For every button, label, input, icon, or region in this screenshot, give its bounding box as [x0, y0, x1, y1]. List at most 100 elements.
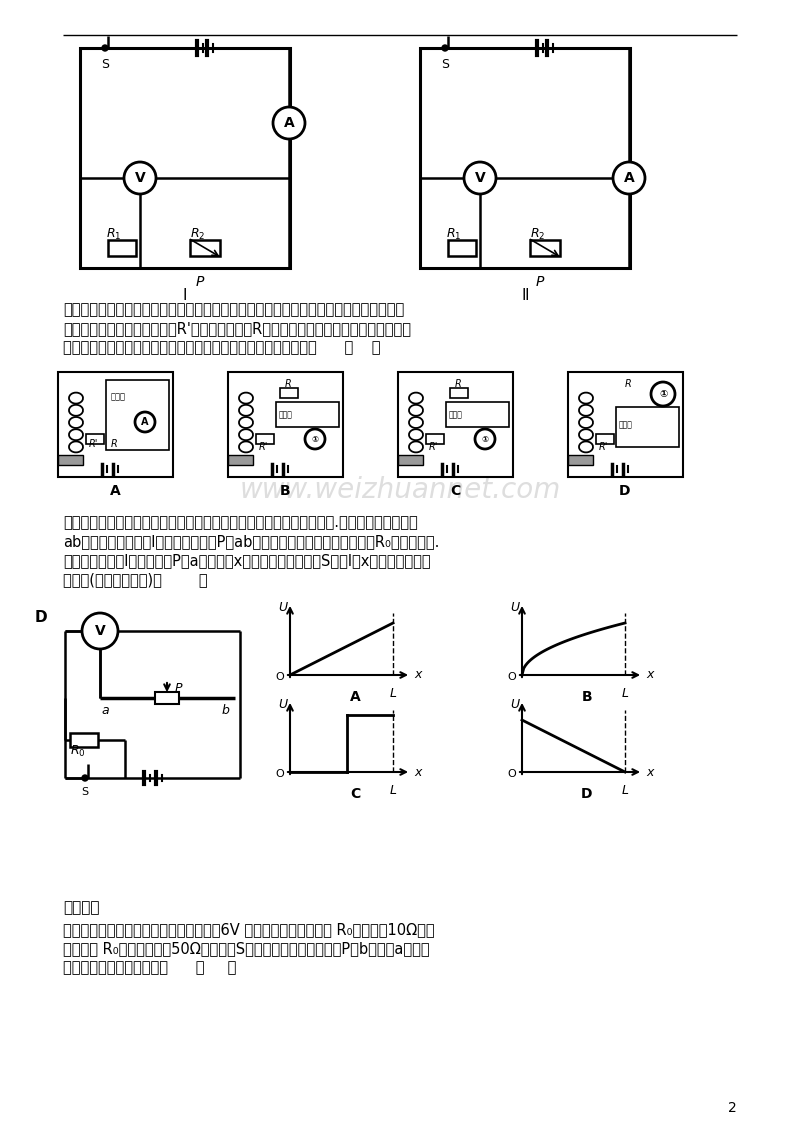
Text: $R_1$: $R_1$	[106, 226, 122, 241]
Text: Ⅰ: Ⅰ	[182, 289, 187, 303]
Text: 电压表: 电压表	[449, 410, 463, 419]
Text: U: U	[278, 698, 287, 711]
Text: R: R	[110, 439, 118, 449]
Bar	[228, 455, 253, 465]
Bar	[448, 240, 476, 256]
Bar	[276, 402, 339, 427]
Bar	[108, 240, 136, 256]
Text: 2: 2	[728, 1101, 737, 1115]
Bar	[568, 372, 683, 477]
Text: D: D	[582, 787, 593, 801]
Text: $R_2$: $R_2$	[190, 226, 206, 241]
Bar	[228, 372, 343, 477]
Text: 电压表: 电压表	[619, 420, 633, 429]
Bar	[280, 388, 298, 398]
Text: x: x	[646, 669, 654, 681]
Text: R': R'	[258, 441, 268, 452]
Text: L: L	[622, 784, 629, 797]
Text: $R_1$: $R_1$	[446, 226, 462, 241]
Text: O: O	[275, 769, 284, 779]
Circle shape	[651, 381, 675, 406]
Text: 题一：图所示的电路中，电源两端电压为6V 并保持不变，定值电阻 R₀的阻值为10Ω，滑: 题一：图所示的电路中，电源两端电压为6V 并保持不变，定值电阻 R₀的阻值为10…	[63, 921, 434, 937]
Text: R: R	[454, 379, 462, 389]
Text: $R_2$: $R_2$	[530, 226, 546, 241]
Text: R': R'	[598, 441, 608, 452]
Text: $R_0$: $R_0$	[70, 744, 86, 758]
Bar	[530, 240, 560, 256]
Text: 个电路中有一个电路能实现压力增大，电表示数增大，这个电路是      （    ）: 个电路中有一个电路能实现压力增大，电表示数增大，这个电路是 （ ）	[63, 340, 381, 355]
Text: U: U	[510, 601, 519, 614]
Text: 电流表: 电流表	[111, 392, 126, 401]
Circle shape	[305, 429, 325, 449]
Text: C: C	[350, 787, 360, 801]
Text: D: D	[35, 610, 48, 625]
Circle shape	[82, 614, 118, 649]
Bar	[446, 402, 509, 427]
Text: S: S	[441, 58, 449, 70]
Text: R': R'	[88, 439, 98, 449]
Text: 程中，下列说法中正确的是      （     ）: 程中，下列说法中正确的是 （ ）	[63, 960, 236, 975]
Circle shape	[475, 429, 495, 449]
Text: www.weizhuannet.com: www.weizhuannet.com	[239, 475, 561, 504]
Text: R: R	[285, 379, 291, 389]
Text: x: x	[414, 669, 422, 681]
Bar	[58, 372, 173, 477]
Text: S: S	[82, 787, 89, 797]
Text: A: A	[624, 171, 634, 185]
Text: V: V	[474, 171, 486, 185]
Text: A: A	[350, 691, 360, 704]
Text: 电压表: 电压表	[279, 410, 293, 419]
Text: x: x	[414, 765, 422, 779]
Bar	[616, 408, 679, 447]
Bar	[190, 240, 220, 256]
Bar	[398, 372, 513, 477]
Text: S: S	[101, 58, 109, 70]
Circle shape	[135, 412, 155, 432]
Text: R: R	[625, 379, 631, 389]
Text: B: B	[582, 691, 592, 704]
Text: ①: ①	[482, 435, 489, 444]
Text: A: A	[142, 417, 149, 427]
Text: 图中的(电源电压不变)（        ）: 图中的(电源电压不变)（ ）	[63, 572, 208, 588]
Text: O: O	[507, 769, 516, 779]
Text: ab为粗细均匀的长为l的电阻丝，滑片P与ab接触良好，并且可以自由滑动，R₀为定值电阻.: ab为粗细均匀的长为l的电阻丝，滑片P与ab接触良好，并且可以自由滑动，R₀为定…	[63, 534, 439, 549]
Text: A: A	[110, 484, 120, 498]
Text: L: L	[622, 687, 629, 700]
Bar	[86, 434, 104, 444]
Bar	[256, 434, 274, 444]
Text: L: L	[390, 687, 397, 700]
Text: U: U	[278, 601, 287, 614]
Circle shape	[82, 775, 88, 781]
Circle shape	[442, 45, 448, 51]
Text: 簧所受压力大小的电路，其中R'是滑动变阻器，R是定值电阻，电源两极间电压恒定。四: 簧所受压力大小的电路，其中R'是滑动变阻器，R是定值电阻，电源两极间电压恒定。四	[63, 321, 411, 336]
Text: 题四：已知导体的电阻跟导体的长度成正比，跟导体的横截面积成反比.如图所示的电路中，: 题四：已知导体的电阻跟导体的长度成正比，跟导体的横截面积成反比.如图所示的电路中…	[63, 515, 418, 530]
Text: V: V	[94, 624, 106, 638]
Text: B: B	[280, 484, 290, 498]
Text: V: V	[134, 171, 146, 185]
Text: ①: ①	[659, 389, 667, 398]
Text: P: P	[175, 681, 182, 695]
Bar	[398, 455, 423, 465]
Bar	[58, 455, 83, 465]
Bar	[70, 734, 98, 747]
Text: U: U	[510, 698, 519, 711]
Bar	[106, 380, 169, 451]
Text: 思维拓展: 思维拓展	[63, 900, 99, 915]
Bar	[80, 48, 290, 268]
Text: a: a	[101, 703, 109, 717]
Text: b: b	[221, 703, 229, 717]
Bar	[420, 48, 630, 268]
Text: 动变阻器 R₀的最大阻值为50Ω。当开关S闭合，滑动变阻器的滑片P由b端移到a端的过: 动变阻器 R₀的最大阻值为50Ω。当开关S闭合，滑动变阻器的滑片P由b端移到a端…	[63, 941, 430, 957]
Circle shape	[102, 45, 108, 51]
Circle shape	[124, 162, 156, 194]
Text: O: O	[275, 672, 284, 681]
Circle shape	[613, 162, 645, 194]
Text: P: P	[536, 275, 544, 289]
Circle shape	[464, 162, 496, 194]
Text: O: O	[507, 672, 516, 681]
Bar	[596, 434, 614, 444]
Text: Ⅱ: Ⅱ	[522, 289, 529, 303]
Bar	[155, 692, 179, 704]
Text: R': R'	[428, 441, 438, 452]
Text: L: L	[390, 784, 397, 797]
